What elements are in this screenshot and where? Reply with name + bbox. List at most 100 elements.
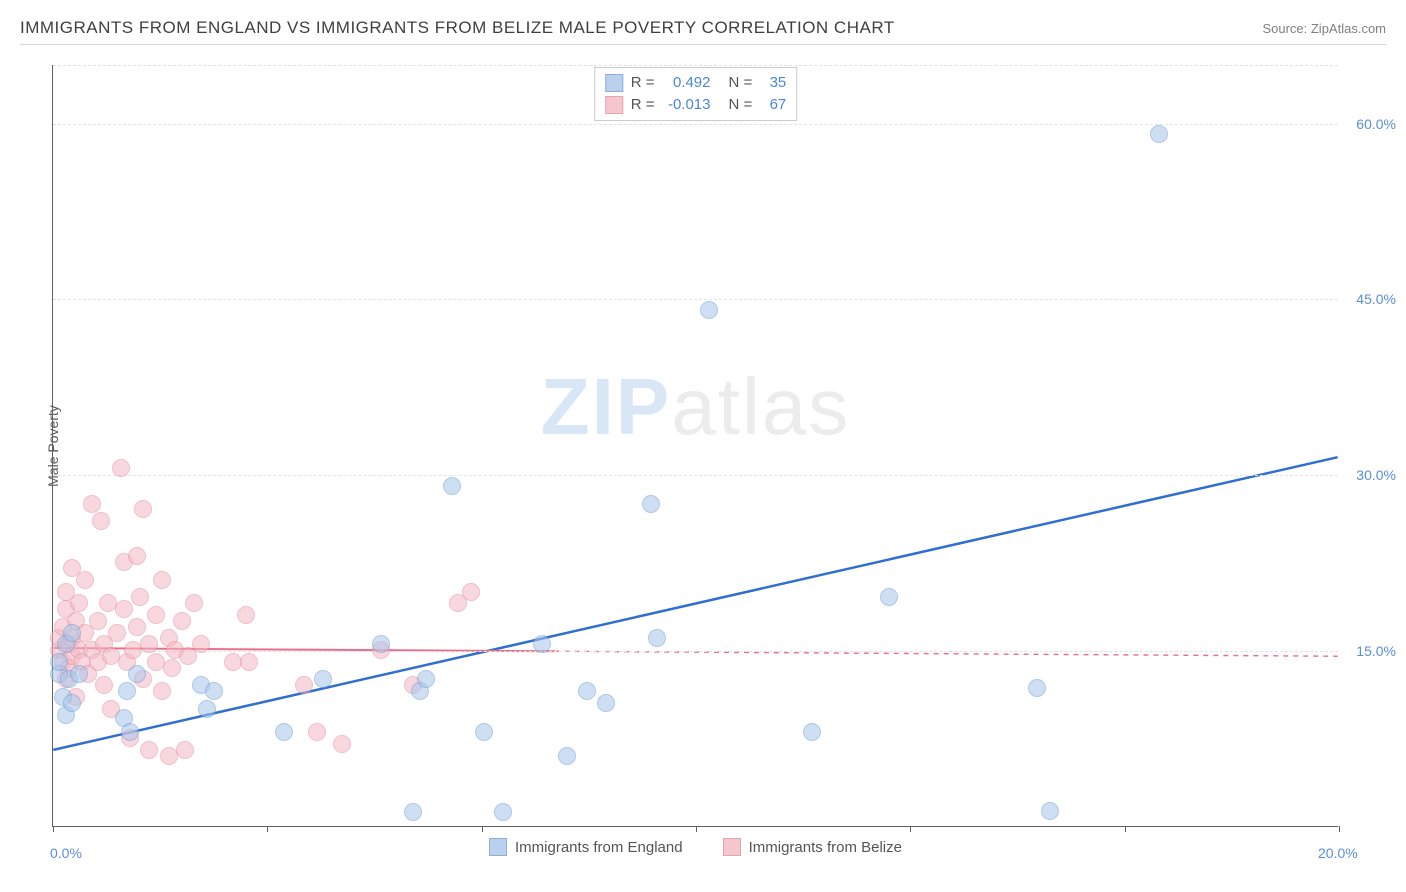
data-point — [314, 670, 332, 688]
gridline — [53, 124, 1338, 125]
data-point — [700, 301, 718, 319]
stats-row-series2: R = -0.013 N = 67 — [605, 94, 787, 116]
watermark-part1: ZIP — [541, 362, 671, 451]
data-point — [558, 747, 576, 765]
data-point — [163, 659, 181, 677]
data-point — [494, 803, 512, 821]
data-point — [76, 571, 94, 589]
data-point — [89, 612, 107, 630]
data-point — [308, 723, 326, 741]
n-label: N = — [729, 72, 753, 94]
data-point — [578, 682, 596, 700]
data-point — [1150, 125, 1168, 143]
legend-item-series2: Immigrants from Belize — [723, 838, 902, 856]
data-point — [597, 694, 615, 712]
data-point — [128, 665, 146, 683]
gridline — [53, 65, 1338, 66]
data-point — [642, 495, 660, 513]
data-point — [237, 606, 255, 624]
swatch-series2 — [605, 96, 623, 114]
stats-row-series1: R = 0.492 N = 35 — [605, 72, 787, 94]
x-tick — [910, 826, 911, 832]
legend-label-series2: Immigrants from Belize — [749, 839, 902, 856]
legend-swatch-series2 — [723, 838, 741, 856]
x-tick-label-min: 0.0% — [50, 845, 82, 861]
data-point — [95, 676, 113, 694]
data-point — [118, 682, 136, 700]
data-point — [880, 588, 898, 606]
data-point — [128, 547, 146, 565]
data-point — [462, 583, 480, 601]
data-point — [240, 653, 258, 671]
watermark-part2: atlas — [671, 362, 850, 451]
data-point — [533, 635, 551, 653]
gridline — [53, 299, 1338, 300]
gridline — [53, 475, 1338, 476]
r-label: R = — [631, 94, 655, 116]
data-point — [115, 600, 133, 618]
gridline — [53, 651, 1338, 652]
bottom-legend: Immigrants from England Immigrants from … — [53, 838, 1338, 856]
scatter-plot: ZIPatlas R = 0.492 N = 35 R = -0.013 N =… — [52, 65, 1338, 827]
x-tick — [696, 826, 697, 832]
swatch-series1 — [605, 74, 623, 92]
x-tick — [267, 826, 268, 832]
r-value-series1: 0.492 — [663, 72, 711, 94]
watermark: ZIPatlas — [541, 361, 850, 453]
data-point — [1041, 802, 1059, 820]
data-point — [205, 682, 223, 700]
data-point — [131, 588, 149, 606]
x-tick — [1125, 826, 1126, 832]
chart-title: IMMIGRANTS FROM ENGLAND VS IMMIGRANTS FR… — [20, 18, 895, 38]
x-tick — [53, 826, 54, 832]
data-point — [404, 803, 422, 821]
data-point — [1028, 679, 1046, 697]
data-point — [70, 594, 88, 612]
data-point — [112, 459, 130, 477]
data-point — [372, 635, 390, 653]
data-point — [275, 723, 293, 741]
y-tick-label: 15.0% — [1356, 643, 1396, 659]
chart-header: IMMIGRANTS FROM ENGLAND VS IMMIGRANTS FR… — [20, 18, 1386, 45]
x-tick — [482, 826, 483, 832]
data-point — [147, 606, 165, 624]
data-point — [128, 618, 146, 636]
legend-swatch-series1 — [489, 838, 507, 856]
data-point — [70, 665, 88, 683]
correlation-stats-box: R = 0.492 N = 35 R = -0.013 N = 67 — [594, 67, 798, 121]
n-label: N = — [729, 94, 753, 116]
data-point — [92, 512, 110, 530]
x-tick-label-max: 20.0% — [1318, 845, 1358, 861]
data-point — [63, 624, 81, 642]
data-point — [140, 741, 158, 759]
data-point — [153, 682, 171, 700]
data-point — [185, 594, 203, 612]
y-tick-label: 30.0% — [1356, 467, 1396, 483]
n-value-series1: 35 — [760, 72, 786, 94]
r-value-series2: -0.013 — [663, 94, 711, 116]
data-point — [333, 735, 351, 753]
data-point — [50, 653, 68, 671]
data-point — [121, 723, 139, 741]
data-point — [153, 571, 171, 589]
data-point — [173, 612, 191, 630]
data-point — [648, 629, 666, 647]
legend-item-series1: Immigrants from England — [489, 838, 683, 856]
chart-source: Source: ZipAtlas.com — [1262, 21, 1386, 36]
data-point — [198, 700, 216, 718]
y-tick-label: 60.0% — [1356, 116, 1396, 132]
legend-label-series1: Immigrants from England — [515, 839, 683, 856]
x-tick — [1339, 826, 1340, 832]
n-value-series2: 67 — [760, 94, 786, 116]
data-point — [140, 635, 158, 653]
data-point — [475, 723, 493, 741]
r-label: R = — [631, 72, 655, 94]
data-point — [63, 694, 81, 712]
data-point — [417, 670, 435, 688]
trend-lines — [53, 65, 1338, 826]
data-point — [83, 495, 101, 513]
data-point — [803, 723, 821, 741]
data-point — [176, 741, 194, 759]
y-tick-label: 45.0% — [1356, 291, 1396, 307]
data-point — [108, 624, 126, 642]
